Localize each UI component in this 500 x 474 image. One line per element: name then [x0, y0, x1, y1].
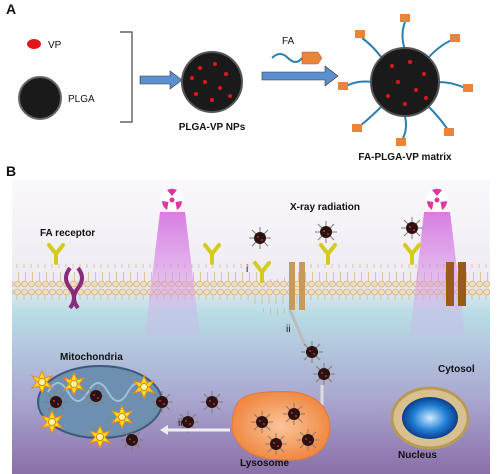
- shape: [390, 64, 394, 68]
- icon: [300, 340, 324, 364]
- shape: [444, 128, 454, 136]
- label: Mitochondria: [60, 352, 123, 363]
- icon: [120, 428, 144, 452]
- shape: [400, 14, 410, 22]
- label: Nucleus: [398, 450, 437, 461]
- label: FA-PLGA-VP matrix: [358, 152, 452, 163]
- shape: [261, 65, 339, 87]
- icon: [264, 432, 288, 456]
- icon: [296, 428, 320, 452]
- shape: [190, 62, 232, 102]
- shape: [288, 309, 307, 346]
- icon: [314, 220, 338, 244]
- label: X-ray radiation: [290, 202, 360, 213]
- panel-a: A VP PLGA PLGA-VP NPs FA: [6, 1, 473, 163]
- shape: [160, 425, 168, 435]
- shape: [194, 92, 198, 96]
- shape: [289, 262, 305, 310]
- shape: [224, 72, 228, 76]
- shape: [145, 212, 200, 335]
- label: PLGA: [68, 94, 95, 105]
- shape: [450, 34, 460, 42]
- shape: [427, 39, 453, 59]
- shape: [437, 81, 466, 89]
- label: FA: [282, 36, 295, 47]
- label: FA receptor: [40, 228, 95, 239]
- shape: [190, 76, 194, 80]
- shape: [370, 47, 440, 117]
- shape: [396, 138, 406, 146]
- shape: [403, 102, 407, 106]
- shape: [120, 31, 133, 123]
- shape: [271, 53, 303, 63]
- shape: [386, 94, 390, 98]
- shape: [218, 86, 222, 90]
- shape: [64, 266, 84, 310]
- shape: [27, 39, 41, 49]
- label: iii: [178, 418, 185, 429]
- shape: [422, 72, 426, 76]
- shape: [198, 66, 202, 70]
- icon: [282, 402, 306, 426]
- label: B: [6, 163, 16, 179]
- shape: [446, 262, 466, 306]
- icon: [400, 216, 424, 240]
- icon: [250, 410, 274, 434]
- shape: [355, 30, 365, 38]
- shape: [345, 21, 466, 141]
- shape: [361, 37, 383, 59]
- shape: [301, 51, 323, 65]
- shape: [231, 391, 331, 461]
- shape: [338, 82, 348, 90]
- shape: [352, 124, 362, 132]
- label: Lysosome: [240, 458, 290, 469]
- shape: [427, 105, 449, 131]
- shape: [228, 94, 232, 98]
- shape: [396, 80, 400, 84]
- shape: [402, 397, 458, 439]
- shape: [386, 60, 428, 106]
- icon: [248, 226, 272, 250]
- shape: [463, 84, 473, 92]
- shape: [424, 96, 428, 100]
- label: i: [246, 264, 248, 275]
- label: Cytosol: [438, 364, 475, 375]
- shape: [401, 115, 407, 141]
- panel-b: B X-ray radiation FA receptor i ii Mitoc…: [6, 163, 490, 474]
- icon: [44, 390, 68, 414]
- shape: [401, 21, 406, 51]
- shape: [213, 62, 217, 66]
- icon: [312, 362, 336, 386]
- shape: [203, 80, 207, 84]
- icon: [200, 390, 224, 414]
- shape: [345, 80, 373, 87]
- shape: [181, 51, 243, 113]
- shape: [210, 98, 214, 102]
- shape: [414, 88, 418, 92]
- shape: [18, 76, 62, 120]
- label: A: [6, 1, 16, 17]
- label: VP: [48, 40, 62, 51]
- label: ii: [286, 324, 290, 335]
- shape: [139, 70, 183, 90]
- label: PLGA-VP NPs: [179, 122, 246, 133]
- shape: [408, 60, 412, 64]
- icon: [84, 384, 108, 408]
- shape: [12, 264, 490, 316]
- shape: [359, 105, 383, 127]
- shape: [338, 14, 473, 146]
- icon: [150, 390, 174, 414]
